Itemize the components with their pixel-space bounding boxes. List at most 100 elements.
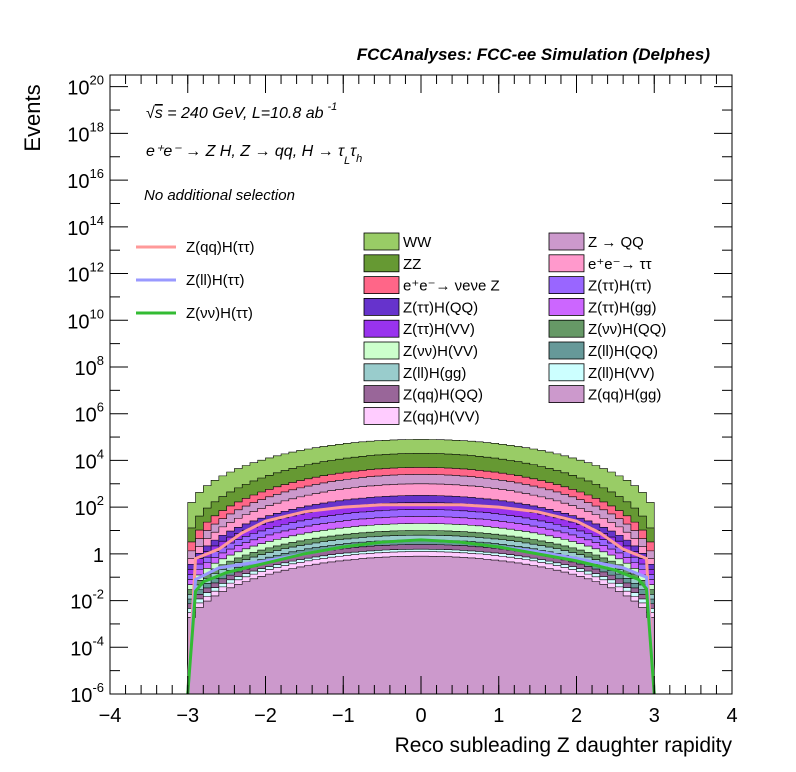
y-tick-label: 10-6 xyxy=(70,680,104,707)
tau-char: τ xyxy=(350,143,357,160)
legend: Z(qq)H(ττ) Z(ll)H(ττ) Z(νν)H(ττ) WW ZZ e⁺e⁻→ … xyxy=(136,232,666,425)
y-tick-base: 10 xyxy=(70,638,92,660)
legend-swatch xyxy=(548,319,585,338)
legend-swatch xyxy=(363,254,400,273)
y-tick-base: 10 xyxy=(67,265,89,287)
y-tick-base: 10 xyxy=(67,78,89,100)
legend-label: Z(ll)H(VV) xyxy=(588,365,655,382)
y-tick-base: 10 xyxy=(70,592,92,614)
y-tick-exp: 6 xyxy=(97,400,104,415)
y-tick-label: 102 xyxy=(75,493,104,520)
legend-swatch xyxy=(363,406,400,425)
legend-label: Z(νν)H(VV) xyxy=(403,343,478,360)
legend-swatch xyxy=(548,232,585,251)
y-tick-label: 1012 xyxy=(67,260,104,287)
y-tick-exp: 12 xyxy=(90,260,104,275)
legend-label: Z(qq)H(QQ) xyxy=(403,387,483,404)
legend-label: Z(qq)H(gg) xyxy=(588,387,661,404)
legend-label: Z(ττ)H(gg) xyxy=(588,299,657,316)
y-tick-base: 10 xyxy=(67,218,89,240)
y-tick-label: 108 xyxy=(75,353,104,380)
legend-swatch xyxy=(548,297,585,316)
y-tick-exp: -4 xyxy=(92,633,104,648)
x-tick-label: −1 xyxy=(332,705,355,727)
lumi-exponent: -1 xyxy=(328,101,338,113)
legend-label: Z → QQ xyxy=(588,234,644,251)
y-tick-label: 104 xyxy=(75,446,104,473)
legend-swatch xyxy=(363,385,400,404)
x-tick-label: 4 xyxy=(726,705,737,727)
legend-label: Z(qq)H(VV) xyxy=(403,408,480,425)
process-line: e⁺e⁻ → Z H, Z → qq, H → τ xyxy=(146,143,345,160)
legend-swatch xyxy=(548,276,585,295)
y-tick-exp: 2 xyxy=(97,493,104,508)
selection-annotation: No additional selection xyxy=(144,187,295,204)
legend-label: Z(νν)H(QQ) xyxy=(588,321,666,338)
y-tick-label: 106 xyxy=(75,400,104,427)
y-tick-base: 10 xyxy=(75,405,97,427)
y-tick-label: 1014 xyxy=(67,213,104,240)
y-tick-exp: 4 xyxy=(97,446,104,461)
legend-signal-label: Z(νν)H(ττ) xyxy=(186,305,253,322)
y-tick-exp: 18 xyxy=(90,119,104,134)
y-tick-base: 10 xyxy=(70,685,92,707)
signal-line-0 xyxy=(186,503,656,695)
sqrt-symbol: √ xyxy=(146,105,155,122)
legend-label: Z(ττ)H(VV) xyxy=(403,321,475,338)
x-tick-label: 3 xyxy=(649,705,660,727)
y-tick-label: 1018 xyxy=(67,119,104,146)
y-tick-label: 10-4 xyxy=(70,633,104,660)
annotations: √s = 240 GeV, L=10.8 ab -1 e⁺e⁻ → Z H, Z … xyxy=(144,101,362,204)
y-tick-exp: -6 xyxy=(92,680,104,695)
energy-text: = 240 GeV, L=10.8 ab xyxy=(163,105,324,122)
legend-swatch xyxy=(363,363,400,382)
x-tick-label: 2 xyxy=(571,705,582,727)
y-tick-exp: -2 xyxy=(92,587,104,602)
x-tick-label: −4 xyxy=(99,705,122,727)
legend-swatch xyxy=(548,341,585,360)
signal-lines xyxy=(186,503,656,695)
y-tick-label: 1010 xyxy=(67,306,104,333)
legend-label: Z(ττ)H(QQ) xyxy=(403,299,478,316)
x-axis-label: Reco subleading Z daughter rapidity xyxy=(395,734,733,757)
process-annotation: e⁺e⁻ → Z H, Z → qq, H → τLτh xyxy=(146,143,362,167)
tau-sub-2: h xyxy=(356,153,362,165)
y-tick-exp: 10 xyxy=(90,306,104,321)
y-tick-base: 10 xyxy=(67,124,89,146)
y-tick-exp: 16 xyxy=(90,166,104,181)
y-tick-base: 10 xyxy=(75,358,97,380)
legend-swatch xyxy=(548,363,585,382)
energy-prefix: s xyxy=(155,105,163,122)
y-tick-exp: 8 xyxy=(97,353,104,368)
legend-label: ZZ xyxy=(403,256,421,273)
legend-signal-label: Z(qq)H(ττ) xyxy=(186,239,255,256)
y-tick-base: 10 xyxy=(67,311,89,333)
x-tick-label: −2 xyxy=(254,705,277,727)
stacked-histograms xyxy=(187,439,655,695)
legend-swatch xyxy=(548,254,585,273)
y-tick-base: 10 xyxy=(75,498,97,520)
x-tick-label: 1 xyxy=(493,705,504,727)
chart-header: FCCAnalyses: FCC-ee Simulation (Delphes) xyxy=(357,45,711,64)
histogram-16 xyxy=(187,555,655,695)
legend-label: Z(ττ)H(ττ) xyxy=(588,278,652,295)
x-tick-label: 0 xyxy=(415,705,426,727)
legend-swatch xyxy=(363,319,400,338)
y-tick-label: 1020 xyxy=(67,73,104,100)
legend-swatch xyxy=(363,297,400,316)
y-tick-label: 1016 xyxy=(67,166,104,193)
axis-ticks: −4 −3 −2 −1 0 1 2 3 4102010181016101410121010108… xyxy=(67,73,737,727)
y-tick-base: 1 xyxy=(93,545,104,567)
y-tick-label: 10-2 xyxy=(70,587,104,614)
legend-signal-label: Z(ll)H(ττ) xyxy=(186,272,245,289)
y-tick-label: 1 xyxy=(93,545,104,567)
plot-area: −4 −3 −2 −1 0 1 2 3 4102010181016101410121010108… xyxy=(67,73,737,727)
legend-swatch xyxy=(363,341,400,360)
y-tick-exp: 20 xyxy=(90,73,104,88)
legend-label: e⁺e⁻→ ττ xyxy=(588,256,652,273)
legend-label: Z(ll)H(gg) xyxy=(403,365,466,382)
legend-label: e⁺e⁻→ νeνe Z xyxy=(403,278,500,295)
x-tick-label: −3 xyxy=(176,705,199,727)
signal-line-2 xyxy=(186,538,656,695)
y-axis-label: Events xyxy=(20,84,45,151)
